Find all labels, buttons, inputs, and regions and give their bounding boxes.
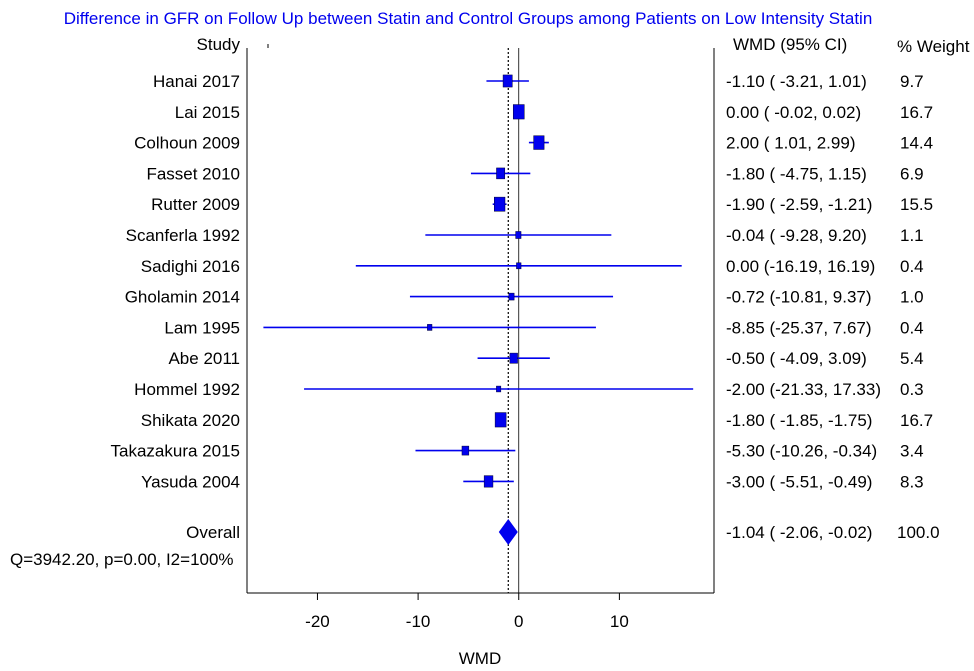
study-name: Colhoun 2009 (134, 134, 240, 153)
study-name: Yasuda 2004 (141, 472, 240, 491)
study-row: Hanai 2017 -1.10 ( -3.21, 1.01) 9.7 (153, 72, 924, 91)
effect-size-marker (512, 104, 525, 120)
study-row: Fasset 2010 -1.80 ( -4.75, 1.15) 6.9 (146, 164, 923, 183)
effect-size-marker (502, 74, 513, 88)
study-row: Abe 2011 -0.50 ( -4.09, 3.09) 5.4 (168, 349, 923, 368)
study-row: Lam 1995 -8.85 (-25.37, 7.67) 0.4 (164, 318, 923, 337)
pooled-effect-diamond (498, 519, 518, 545)
study-name: Rutter 2009 (151, 195, 240, 214)
weight-value: 5.4 (900, 349, 924, 368)
effect-size-marker (496, 385, 502, 393)
wmd-ci-value: -1.80 ( -1.85, -1.75) (726, 411, 872, 430)
study-row: Takazakura 2015 -5.30 (-10.26, -0.34) 3.4 (111, 442, 924, 461)
wmd-ci-value: 2.00 ( 1.01, 2.99) (726, 134, 855, 153)
x-tick-label: -20 (305, 612, 330, 631)
wmd-ci-value: 0.00 ( -0.02, 0.02) (726, 103, 861, 122)
weight-value: 14.4 (900, 134, 933, 153)
study-row: Hommel 1992 -2.00 (-21.33, 17.33) 0.3 (134, 380, 923, 399)
study-name: Fasset 2010 (146, 164, 240, 183)
wmd-ci-value: -0.04 ( -9.28, 9.20) (726, 226, 867, 245)
weight-value: 8.3 (900, 472, 924, 491)
study-row: Gholamin 2014 -0.72 (-10.81, 9.37) 1.0 (125, 288, 924, 307)
wmd-ci-value: -3.00 ( -5.51, -0.49) (726, 472, 872, 491)
weight-value: 16.7 (900, 103, 933, 122)
study-row: Sadighi 2016 0.00 (-16.19, 16.19) 0.4 (141, 257, 924, 276)
wmd-ci-value: -2.00 (-21.33, 17.33) (726, 380, 881, 399)
chart-title: Difference in GFR on Follow Up between S… (64, 9, 873, 28)
weight-value: 9.7 (900, 72, 924, 91)
overall-row: Overall -1.04 ( -2.06, -0.02) 100.0 (186, 519, 940, 545)
weight-value: 0.4 (900, 318, 924, 337)
study-name: Lai 2015 (175, 103, 240, 122)
x-axis-ticks: -20 -10 0 10 (305, 593, 629, 631)
effect-size-marker (496, 167, 506, 180)
x-tick-label: -10 (406, 612, 431, 631)
effect-size-marker (516, 262, 522, 270)
overall-wmd-ci-value: -1.04 ( -2.06, -0.02) (726, 523, 872, 542)
overall-weight-value: 100.0 (897, 523, 940, 542)
effect-size-marker (494, 412, 507, 428)
effect-size-marker (483, 475, 494, 488)
weight-value: 1.1 (900, 226, 924, 245)
wmd-ci-value: -5.30 (-10.26, -0.34) (726, 442, 877, 461)
weight-value: 0.4 (900, 257, 924, 276)
study-name: Sadighi 2016 (141, 257, 240, 276)
wmd-ci-value: -0.50 ( -4.09, 3.09) (726, 349, 867, 368)
weight-value: 6.9 (900, 164, 924, 183)
ci-column-header: WMD (95% CI) (733, 35, 847, 54)
x-tick-label: 10 (610, 612, 629, 631)
study-name: Scanferla 1992 (126, 226, 240, 245)
study-name: Abe 2011 (168, 349, 240, 368)
wmd-ci-value: -8.85 (-25.37, 7.67) (726, 318, 872, 337)
study-row: Scanferla 1992 -0.04 ( -9.28, 9.20) 1.1 (126, 226, 924, 245)
wmd-ci-value: -1.90 ( -2.59, -1.21) (726, 195, 872, 214)
plot-axes (246, 44, 715, 594)
study-name: Lam 1995 (164, 318, 240, 337)
study-name: Hommel 1992 (134, 380, 240, 399)
overall-label: Overall (186, 523, 240, 542)
weight-value: 0.3 (900, 380, 924, 399)
study-name: Gholamin 2014 (125, 288, 240, 307)
study-row: Shikata 2020 -1.80 ( -1.85, -1.75) 16.7 (141, 411, 933, 430)
weight-value: 1.0 (900, 288, 924, 307)
effect-size-marker (508, 292, 515, 301)
weight-value: 3.4 (900, 442, 924, 461)
effect-size-marker (515, 231, 522, 239)
x-tick-label: 0 (514, 612, 523, 631)
weight-value: 15.5 (900, 195, 933, 214)
weight-column-header: % Weight (897, 37, 970, 56)
study-name: Hanai 2017 (153, 72, 240, 91)
wmd-ci-value: -1.80 ( -4.75, 1.15) (726, 164, 867, 183)
effect-size-marker (509, 352, 518, 364)
weight-value: 16.7 (900, 411, 933, 430)
study-column-header: Study (197, 35, 241, 54)
study-row: Lai 2015 0.00 ( -0.02, 0.02) 16.7 (175, 103, 933, 122)
study-row: Rutter 2009 -1.90 ( -2.59, -1.21) 15.5 (151, 195, 933, 214)
effect-size-marker (494, 196, 506, 212)
x-axis-label: WMD (459, 649, 501, 668)
effect-size-marker (427, 324, 433, 331)
study-name: Takazakura 2015 (111, 442, 240, 461)
wmd-ci-value: 0.00 (-16.19, 16.19) (726, 257, 875, 276)
heterogeneity-stats: Q=3942.20, p=0.00, I2=100% (10, 550, 234, 569)
wmd-ci-value: -1.10 ( -3.21, 1.01) (726, 72, 867, 91)
study-row: Colhoun 2009 2.00 ( 1.01, 2.99) 14.4 (134, 134, 933, 153)
study-name: Shikata 2020 (141, 411, 240, 430)
effect-size-marker (461, 445, 470, 456)
reference-lines (507, 48, 520, 593)
effect-size-marker (533, 135, 545, 150)
study-rows: Hanai 2017 -1.10 ( -3.21, 1.01) 9.7 Lai 201… (111, 72, 934, 491)
study-row: Yasuda 2004 -3.00 ( -5.51, -0.49) 8.3 (141, 472, 924, 491)
wmd-ci-value: -0.72 (-10.81, 9.37) (726, 288, 872, 307)
